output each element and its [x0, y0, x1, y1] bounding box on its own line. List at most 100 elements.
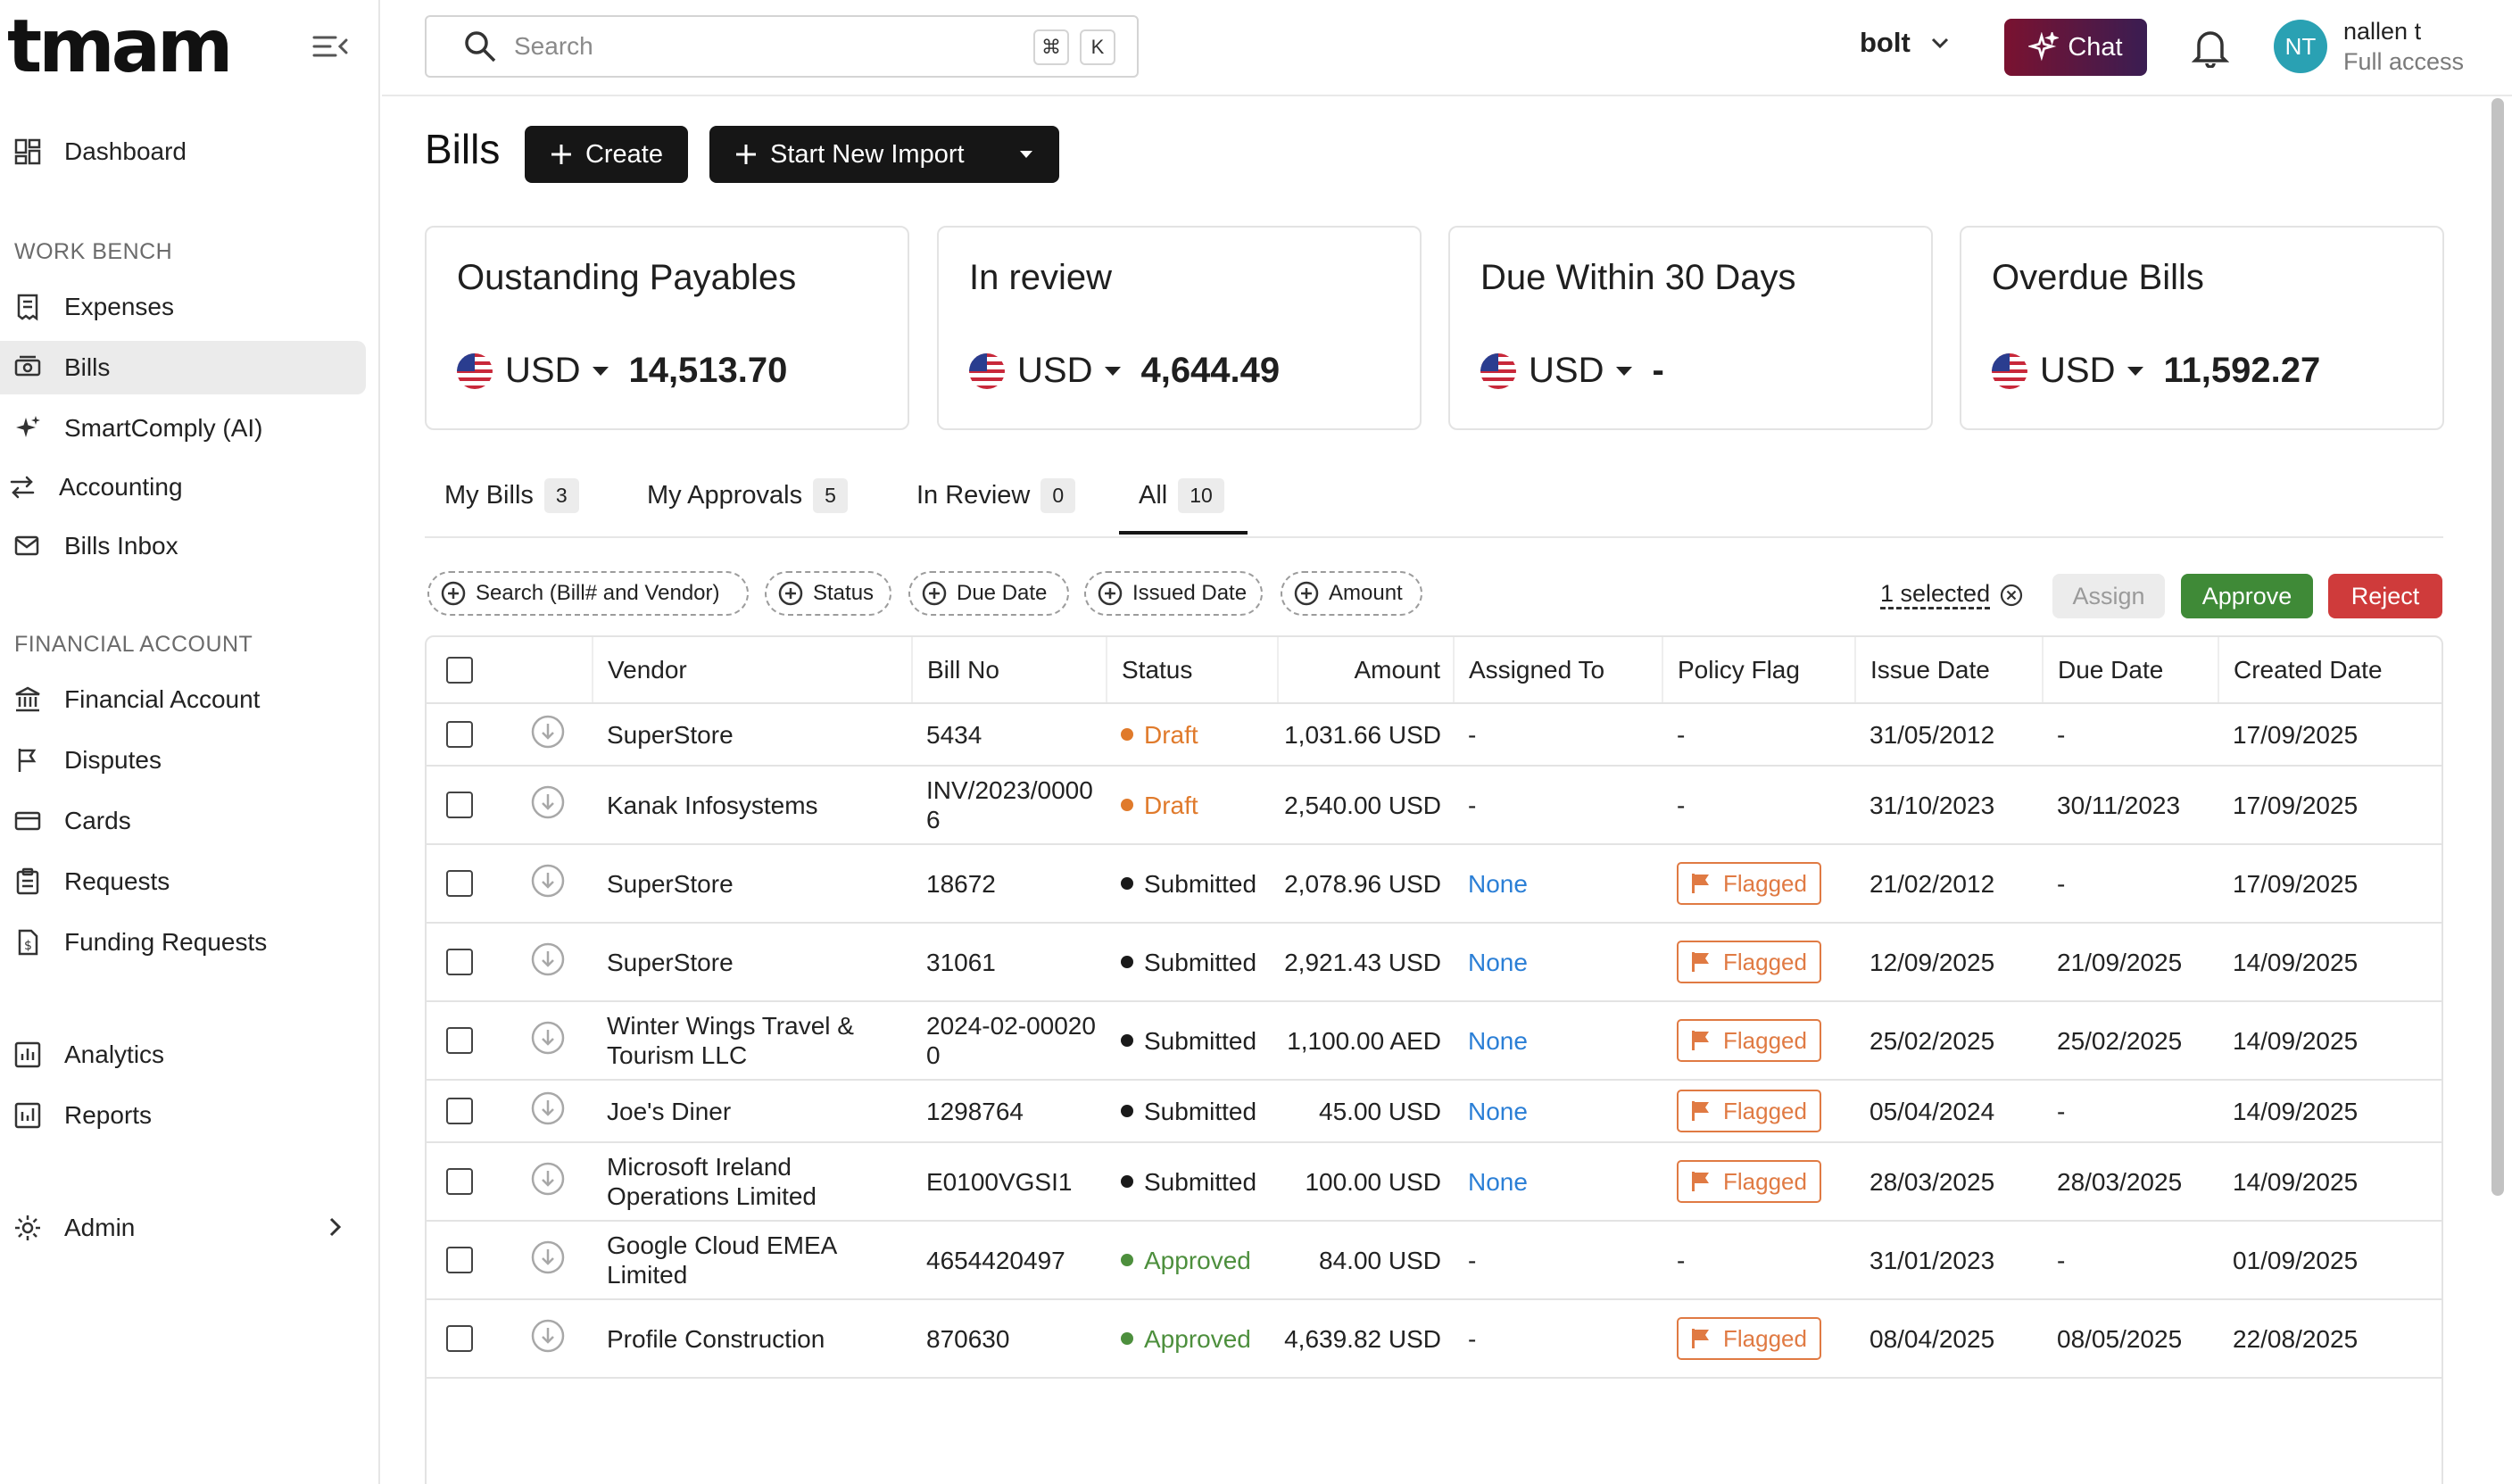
download-circle-icon[interactable] — [530, 1239, 566, 1275]
sidebar-item-analytics[interactable]: Analytics — [0, 1028, 366, 1082]
currency-select[interactable]: USD — [505, 351, 581, 390]
clear-selection-icon[interactable] — [1999, 583, 2024, 608]
chat-button[interactable]: Chat — [2004, 19, 2147, 76]
sidebar-item-bills[interactable]: Bills — [0, 341, 366, 394]
row-checkbox[interactable] — [446, 1168, 473, 1195]
approve-button[interactable]: Approve — [2181, 574, 2313, 618]
column-header-created-date[interactable]: Created Date — [2218, 637, 2442, 704]
download-circle-icon[interactable] — [530, 1318, 566, 1354]
sidebar-item-reports[interactable]: Reports — [0, 1089, 366, 1142]
assign-link[interactable]: None — [1468, 1026, 1528, 1055]
currency-select[interactable]: USD — [2040, 351, 2116, 390]
filter-due-date[interactable]: Due Date — [908, 571, 1069, 616]
sidebar-item-requests[interactable]: Requests — [0, 855, 366, 908]
download-circle-icon[interactable] — [530, 784, 566, 820]
row-checkbox[interactable] — [446, 721, 473, 748]
filter-amount[interactable]: Amount — [1281, 571, 1422, 616]
column-header-status[interactable]: Status — [1106, 637, 1278, 704]
sidebar-item-expenses[interactable]: Expenses — [0, 280, 366, 334]
download-circle-icon[interactable] — [530, 863, 566, 899]
download-circle-icon[interactable] — [530, 714, 566, 750]
currency-select[interactable]: USD — [1529, 351, 1604, 390]
filter-issued-date[interactable]: Issued Date — [1084, 571, 1263, 616]
filter-search-bill-vendor[interactable]: Search (Bill# and Vendor) — [427, 571, 749, 616]
row-checkbox[interactable] — [446, 1098, 473, 1124]
tab-in-review[interactable]: In Review 0 — [916, 478, 1076, 535]
row-checkbox[interactable] — [446, 870, 473, 897]
column-header-issue-date[interactable]: Issue Date — [1854, 637, 2043, 704]
search-input[interactable] — [514, 32, 1014, 61]
table-row[interactable]: SuperStore 31061 Submitted 2,921.43 USD … — [427, 923, 2442, 1002]
row-checkbox[interactable] — [446, 1247, 473, 1273]
sidebar-item-funding-requests[interactable]: $ Funding Requests — [0, 916, 366, 969]
assign-link[interactable]: None — [1468, 1167, 1528, 1196]
reject-button[interactable]: Reject — [2328, 574, 2442, 618]
sidebar-item-bills-inbox[interactable]: Bills Inbox — [0, 519, 366, 573]
app-logo[interactable]: tmam — [7, 4, 233, 89]
flagged-badge[interactable]: Flagged — [1677, 1090, 1821, 1132]
column-header-vendor[interactable]: Vendor — [592, 637, 912, 704]
table-row[interactable]: Winter Wings Travel & Tourism LLC 2024-0… — [427, 1001, 2442, 1081]
assign-button[interactable]: Assign — [2052, 574, 2165, 618]
collapse-sidebar-icon[interactable] — [311, 30, 350, 62]
sidebar-item-admin[interactable]: Admin — [0, 1201, 366, 1255]
flagged-badge[interactable]: Flagged — [1677, 1160, 1821, 1203]
flagged-badge[interactable]: Flagged — [1677, 1019, 1821, 1062]
currency-select[interactable]: USD — [1017, 351, 1093, 390]
flagged-badge[interactable]: Flagged — [1677, 862, 1821, 905]
column-header-bill-no[interactable]: Bill No — [911, 637, 1107, 704]
caret-down-icon[interactable] — [1019, 151, 1032, 158]
assign-link[interactable]: None — [1468, 948, 1528, 976]
sidebar-item-dashboard[interactable]: Dashboard — [0, 125, 366, 178]
org-switcher[interactable]: bolt — [1860, 27, 1950, 59]
row-checkbox[interactable] — [446, 1027, 473, 1054]
vendor-cell[interactable]: Winter Wings Travel & Tourism LLC — [593, 1001, 912, 1081]
column-header-amount[interactable]: Amount — [1277, 637, 1454, 704]
caret-down-icon[interactable] — [593, 366, 609, 376]
sidebar-item-accounting[interactable]: Accounting — [0, 460, 366, 514]
vendor-cell[interactable]: SuperStore — [593, 844, 912, 924]
table-row[interactable]: Google Cloud EMEA Limited 4654420497 App… — [427, 1221, 2442, 1300]
tab-my-approvals[interactable]: My Approvals 5 — [647, 478, 848, 535]
start-new-import-button[interactable]: Start New Import — [709, 126, 1059, 183]
sidebar-item-disputes[interactable]: Disputes — [0, 734, 366, 787]
row-checkbox[interactable] — [446, 792, 473, 818]
notification-bell-icon[interactable] — [2192, 27, 2229, 68]
vendor-cell[interactable]: Profile Construction — [593, 1299, 912, 1379]
caret-down-icon[interactable] — [1616, 366, 1633, 376]
global-search[interactable]: ⌘ K — [425, 15, 1139, 78]
vendor-cell[interactable]: SuperStore — [593, 923, 912, 1002]
caret-down-icon[interactable] — [1105, 366, 1122, 376]
tab-my-bills[interactable]: My Bills 3 — [444, 478, 579, 535]
column-header-policy-flag[interactable]: Policy Flag — [1662, 637, 1855, 704]
table-row[interactable]: Kanak Infosystems INV/2023/00006 Draft 2… — [427, 766, 2442, 845]
download-circle-icon[interactable] — [530, 1020, 566, 1056]
vendor-cell[interactable]: Joe's Diner — [593, 1080, 912, 1143]
flagged-badge[interactable]: Flagged — [1677, 941, 1821, 983]
sidebar-item-financial-account[interactable]: Financial Account — [0, 673, 366, 726]
column-header-assigned-to[interactable]: Assigned To — [1453, 637, 1662, 704]
filter-status[interactable]: Status — [765, 571, 891, 616]
sidebar-item-smartcomply[interactable]: SmartComply (AI) — [0, 402, 366, 455]
sidebar-item-cards[interactable]: Cards — [0, 794, 366, 848]
row-checkbox[interactable] — [446, 1325, 473, 1352]
assign-link[interactable]: None — [1468, 869, 1528, 898]
download-circle-icon[interactable] — [530, 1161, 566, 1197]
avatar[interactable]: NT — [2274, 20, 2327, 73]
caret-down-icon[interactable] — [2127, 366, 2144, 376]
tab-all[interactable]: All 10 — [1119, 478, 1248, 535]
table-row[interactable]: SuperStore 5434 Draft 1,031.66 USD - - 3… — [427, 703, 2442, 767]
table-row[interactable]: SuperStore 18672 Submitted 2,078.96 USD … — [427, 844, 2442, 924]
vendor-cell[interactable]: SuperStore — [593, 703, 912, 767]
download-circle-icon[interactable] — [530, 1090, 566, 1126]
vendor-cell[interactable]: Microsoft Ireland Operations Limited — [593, 1142, 912, 1222]
table-row[interactable]: Joe's Diner 1298764 Submitted 45.00 USD … — [427, 1080, 2442, 1143]
page-scrollbar[interactable] — [2491, 98, 2504, 1196]
table-row[interactable]: Profile Construction 870630 Approved 4,6… — [427, 1299, 2442, 1379]
column-header-due-date[interactable]: Due Date — [2042, 637, 2218, 704]
flagged-badge[interactable]: Flagged — [1677, 1317, 1821, 1360]
table-row[interactable]: Microsoft Ireland Operations Limited E01… — [427, 1142, 2442, 1222]
assign-link[interactable]: None — [1468, 1097, 1528, 1125]
create-button[interactable]: Create — [525, 126, 688, 183]
row-checkbox[interactable] — [446, 949, 473, 975]
